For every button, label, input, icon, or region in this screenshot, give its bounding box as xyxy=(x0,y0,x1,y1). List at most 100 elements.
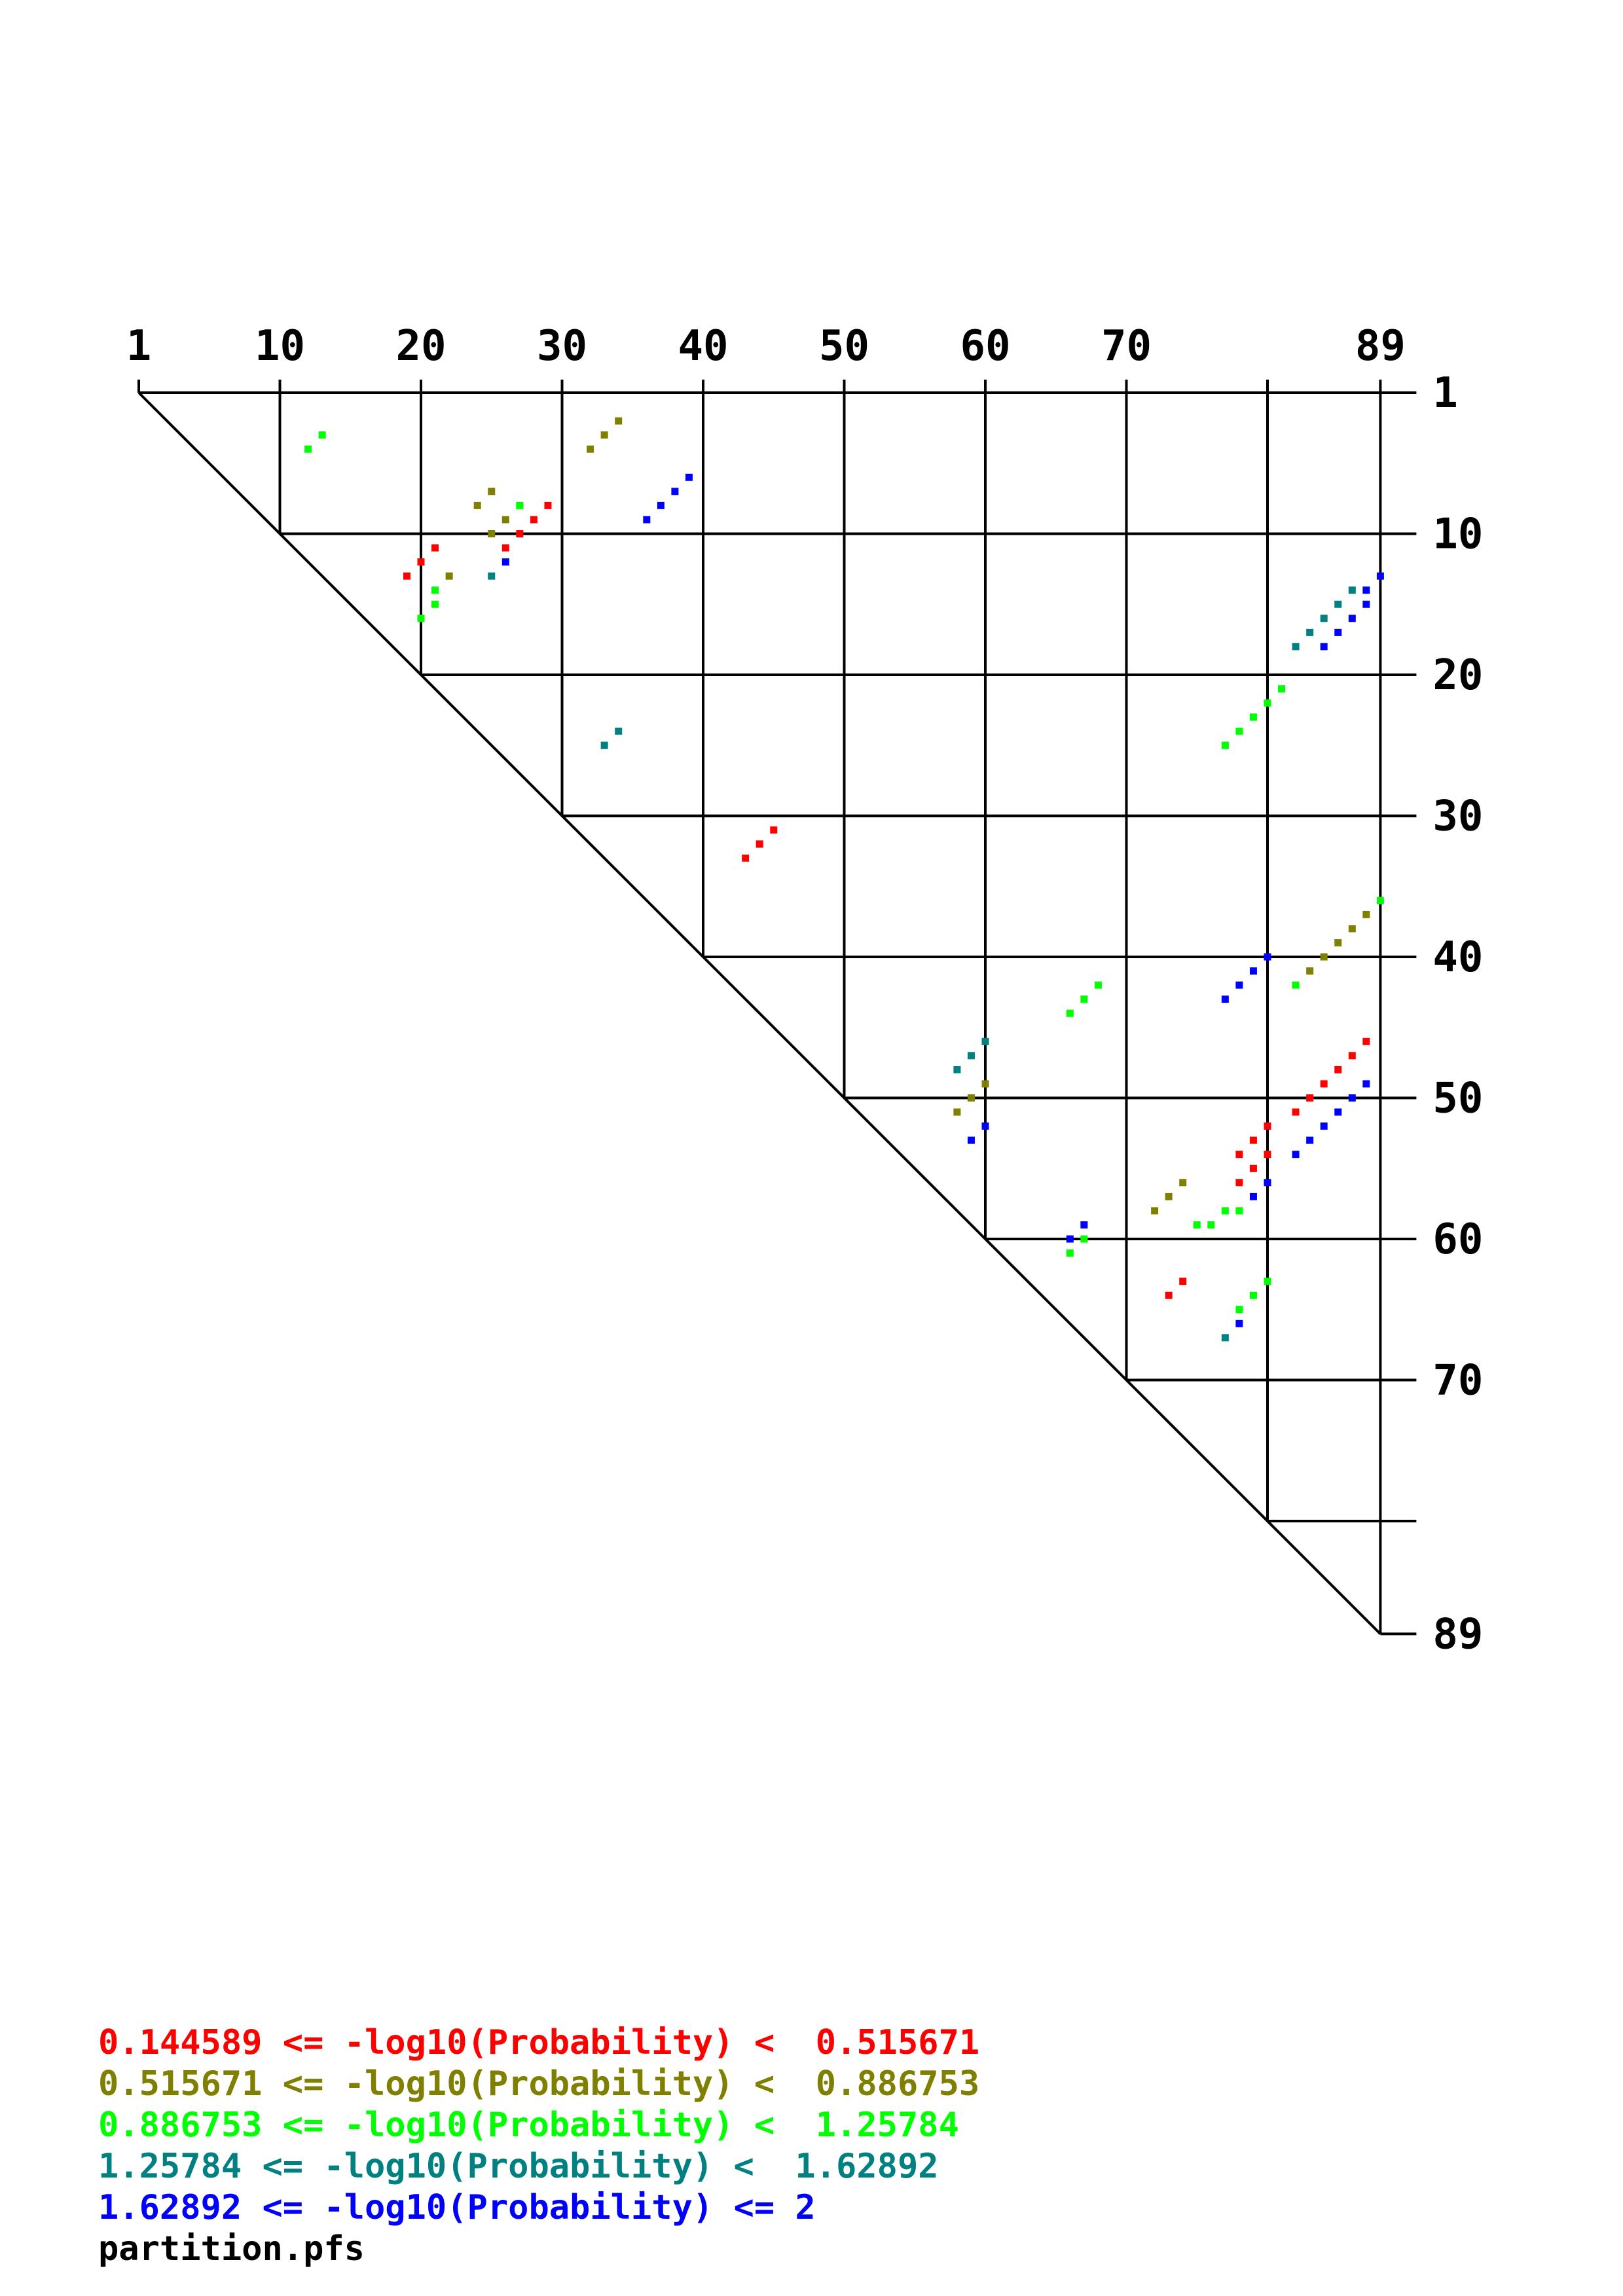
probability-dot xyxy=(1292,1108,1300,1116)
probability-dot xyxy=(1249,713,1257,721)
probability-dot xyxy=(615,727,623,735)
right-tick-label: 20 xyxy=(1432,651,1483,700)
probability-dot xyxy=(1179,1278,1187,1285)
probability-dot xyxy=(1334,628,1342,636)
probability-dot xyxy=(1264,1122,1271,1130)
probability-dot xyxy=(318,431,326,439)
probability-dot xyxy=(1179,1179,1187,1187)
probability-dot xyxy=(1221,1207,1229,1215)
right-tick-label: 50 xyxy=(1432,1075,1483,1123)
probability-dot xyxy=(501,558,509,566)
legend-entry-1: 0.144589 <= -log10(Probability) < 0.5156… xyxy=(98,2023,980,2062)
probability-dot xyxy=(488,572,496,580)
probability-dot xyxy=(756,840,763,848)
probability-dot xyxy=(1320,953,1328,961)
legend-entry-3: 0.886753 <= -log10(Probability) < 1.2578… xyxy=(98,2106,959,2145)
probability-dot xyxy=(1235,1319,1243,1327)
probability-dot xyxy=(1221,742,1229,749)
probability-dot xyxy=(1207,1221,1215,1229)
probability-dot xyxy=(1066,1235,1074,1243)
probability-dot xyxy=(516,530,524,537)
probability-dot xyxy=(304,445,312,453)
probability-dot xyxy=(1362,910,1370,918)
legend-entry-2: 0.515671 <= -log10(Probability) < 0.8867… xyxy=(98,2064,980,2104)
probability-dot xyxy=(685,473,693,481)
probability-dot xyxy=(1165,1193,1173,1200)
legend-entry-5: 1.62892 <= -log10(Probability) <= 2 xyxy=(98,2188,816,2227)
probability-dot xyxy=(1080,996,1088,1003)
probability-dot xyxy=(1376,897,1384,905)
probability-dot xyxy=(1264,699,1271,707)
probability-dot xyxy=(1193,1221,1201,1229)
legend-entry-4: 1.25784 <= -log10(Probability) < 1.62892 xyxy=(98,2147,939,2186)
right-tick-labels: 1 10 20 30 40 50 60 70 89 xyxy=(1432,369,1483,1659)
probability-dot xyxy=(1249,1193,1257,1200)
probability-dot xyxy=(1080,1221,1088,1229)
probability-dot xyxy=(643,516,651,524)
probability-dot xyxy=(1235,727,1243,735)
probability-dot xyxy=(1221,996,1229,1003)
top-tick-label: 1 xyxy=(126,322,152,370)
probability-dot xyxy=(1376,572,1384,580)
probability-dot xyxy=(1278,685,1286,693)
probability-dot xyxy=(1066,1009,1074,1017)
probability-dot xyxy=(967,1136,975,1144)
probability-dot xyxy=(530,516,538,524)
probability-dot xyxy=(417,615,425,622)
probability-dot xyxy=(981,1122,989,1130)
top-tick-label: 50 xyxy=(819,322,869,370)
probability-dot xyxy=(1348,1094,1356,1102)
probability-dot xyxy=(1235,1151,1243,1158)
probability-dot xyxy=(1348,1052,1356,1060)
probability-dot xyxy=(403,572,410,580)
probability-dot xyxy=(953,1108,961,1116)
probability-dots xyxy=(304,417,1384,1342)
probability-dot xyxy=(671,488,679,495)
probability-dot xyxy=(1249,1164,1257,1172)
probability-dot xyxy=(1348,586,1356,594)
top-tick-label: 89 xyxy=(1355,322,1406,370)
probability-dot xyxy=(1362,1080,1370,1088)
grid-diagonal xyxy=(137,391,1381,1635)
probability-dot xyxy=(1334,939,1342,946)
probability-dot xyxy=(1362,1037,1370,1045)
probability-dot xyxy=(1264,1278,1271,1285)
top-tick-label: 20 xyxy=(395,322,446,370)
right-tick-label: 30 xyxy=(1432,793,1483,841)
right-tick-label: 60 xyxy=(1432,1215,1483,1264)
probability-dot xyxy=(431,544,439,552)
probability-dot xyxy=(1221,1334,1229,1342)
probability-dot xyxy=(1235,1179,1243,1187)
probability-dot xyxy=(1080,1235,1088,1243)
probability-dot xyxy=(1334,1108,1342,1116)
probability-dot xyxy=(1264,1151,1271,1158)
probability-dot xyxy=(657,501,665,509)
probability-dot xyxy=(1292,643,1300,651)
probability-dot xyxy=(1320,615,1328,622)
probability-dot xyxy=(953,1066,961,1073)
probability-dot xyxy=(1334,600,1342,608)
probability-dot xyxy=(1306,628,1314,636)
top-tick-label: 30 xyxy=(537,322,587,370)
probability-dot xyxy=(1320,643,1328,651)
legend: 0.144589 <= -log10(Probability) < 0.5156… xyxy=(98,2022,979,2270)
probability-dot xyxy=(1334,1066,1342,1073)
right-tick-label: 89 xyxy=(1432,1610,1483,1659)
probability-dot xyxy=(1292,1151,1300,1158)
probability-dot xyxy=(1320,1122,1328,1130)
probability-dot xyxy=(1235,1207,1243,1215)
probability-dot xyxy=(544,501,552,509)
probability-dot xyxy=(967,1052,975,1060)
probability-dot xyxy=(1306,1136,1314,1144)
top-tick-label: 70 xyxy=(1101,322,1152,370)
right-tick-label: 10 xyxy=(1432,511,1483,559)
probability-dot xyxy=(1094,981,1102,989)
probability-dot xyxy=(1066,1249,1074,1257)
right-tick-label: 70 xyxy=(1432,1357,1483,1405)
probability-dot xyxy=(501,544,509,552)
probability-dot xyxy=(488,530,496,537)
probability-dot xyxy=(501,516,509,524)
probability-dot xyxy=(1362,600,1370,608)
filename-label: partition.pfs xyxy=(98,2229,365,2269)
